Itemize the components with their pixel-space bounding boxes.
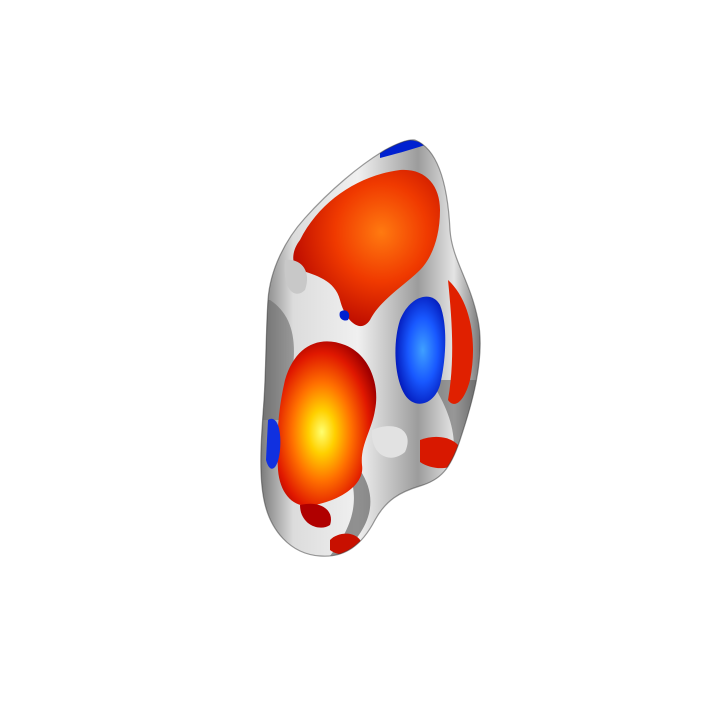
activation-cluster-lateral xyxy=(448,280,474,404)
deactivation-cluster-medial xyxy=(395,296,446,404)
activation-cluster-superior xyxy=(293,169,440,327)
cortical-surface xyxy=(260,139,481,557)
activation-cluster-peak xyxy=(277,341,377,506)
surface-outline xyxy=(260,139,481,557)
